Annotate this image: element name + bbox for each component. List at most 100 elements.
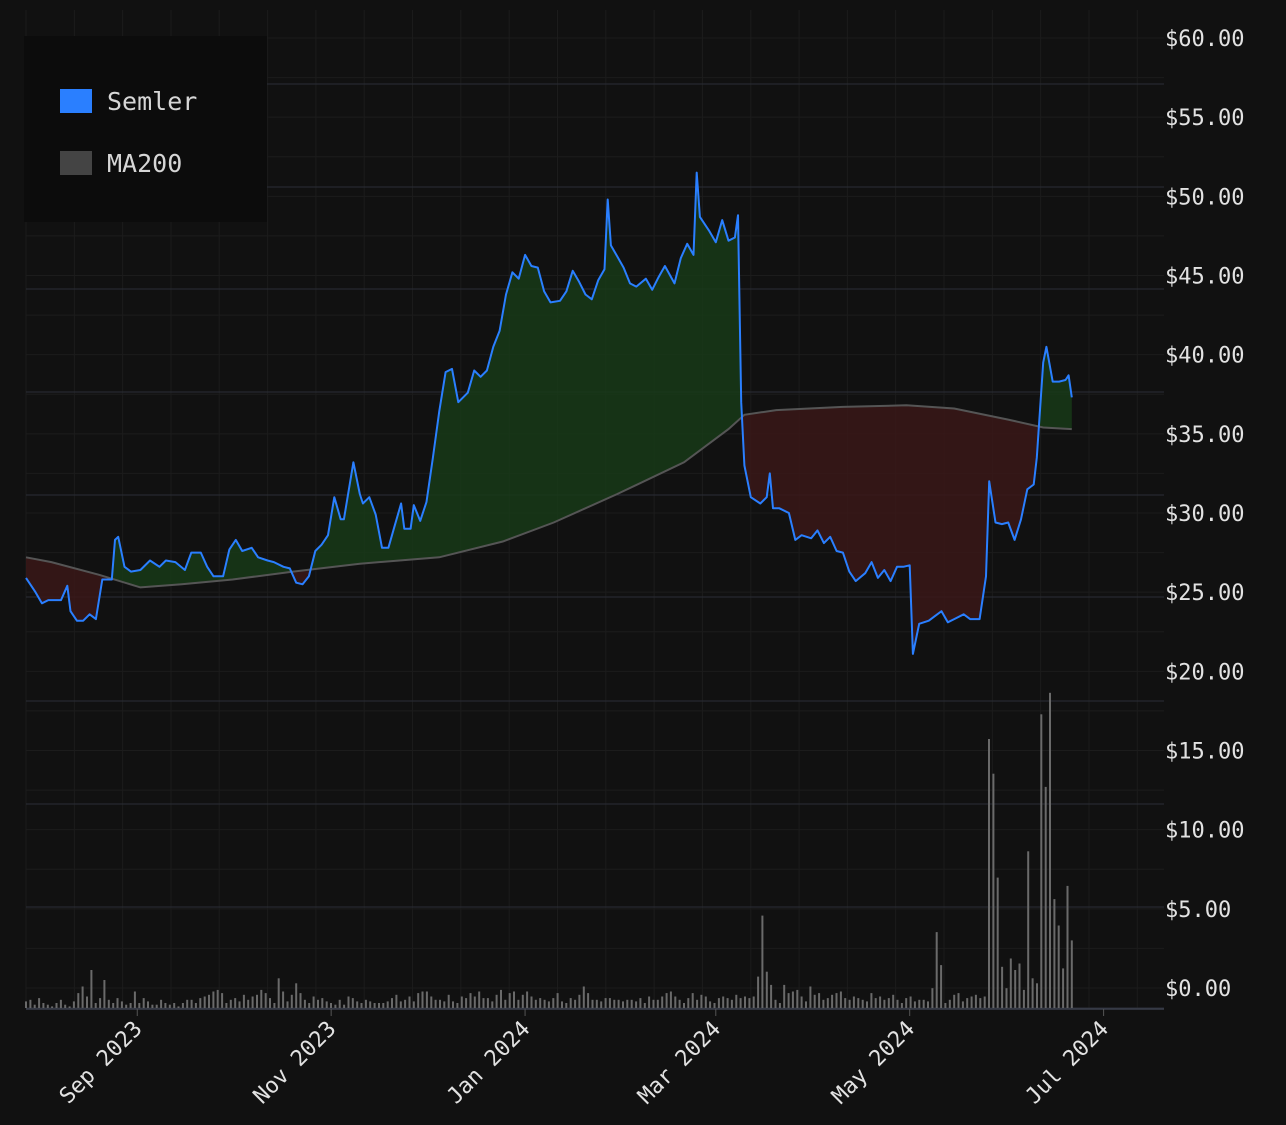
fill-above-ma	[310, 172, 742, 570]
volume-bar	[900, 1003, 903, 1008]
volume-bar	[800, 996, 803, 1008]
volume-bar	[364, 999, 367, 1009]
volume-bar	[269, 998, 271, 1008]
volume-bar	[543, 999, 546, 1009]
volume-bar	[42, 1003, 45, 1008]
volume-bar	[822, 999, 825, 1009]
x-axis: Sep 2023 Nov 2023 Jan 2024 Mar 2024 May 2024…	[55, 1009, 1114, 1109]
volume-bar	[887, 998, 890, 1008]
volume-bar	[1062, 968, 1065, 1008]
volume-bar	[517, 999, 520, 1009]
volume-bar	[909, 996, 912, 1008]
volume-bar	[164, 1003, 167, 1008]
volume-bars	[25, 692, 1164, 1010]
volume-bar	[325, 1001, 328, 1008]
volume-bar	[996, 877, 999, 1008]
volume-bar	[55, 1003, 58, 1008]
volume-bar	[608, 998, 611, 1008]
volume-bar	[482, 998, 485, 1008]
volume-bar	[469, 993, 472, 1008]
volume-bar	[378, 1003, 380, 1008]
volume-bar	[600, 1001, 603, 1008]
volume-bar	[852, 996, 855, 1008]
volume-bar	[486, 998, 489, 1008]
volume-bar	[661, 996, 664, 1008]
volume-bar	[112, 1003, 115, 1008]
volume-bar	[238, 1001, 241, 1008]
volume-bar	[966, 998, 969, 1008]
volume-bar	[308, 1003, 311, 1008]
volume-bar	[186, 999, 189, 1009]
y-tick-label: $40.00	[1165, 344, 1244, 369]
volume-bar	[539, 998, 542, 1008]
volume-bar	[961, 1001, 964, 1008]
volume-bar	[247, 999, 250, 1009]
volume-bar	[452, 1001, 454, 1008]
volume-bar	[761, 915, 764, 1008]
legend-swatch-ma200	[60, 151, 92, 175]
y-tick-label: $60.00	[1165, 27, 1244, 52]
volume-bar	[225, 1003, 228, 1008]
volume-bar	[391, 998, 393, 1008]
y-tick-label: $0.00	[1165, 977, 1231, 1002]
volume-bar	[940, 965, 943, 1008]
volume-bar	[260, 989, 263, 1009]
volume-bar	[160, 999, 163, 1009]
volume-bar	[77, 993, 80, 1008]
volume-bar	[129, 1003, 132, 1008]
volume-bar	[857, 998, 860, 1008]
volume-bar	[116, 998, 119, 1008]
volume-bar	[29, 999, 32, 1009]
volume-bar	[212, 991, 215, 1008]
volume-bar	[704, 996, 707, 1008]
volume-bar	[818, 993, 821, 1008]
legend: Semler MA200	[24, 36, 267, 222]
volume-bar	[513, 991, 515, 1008]
volume-bar	[103, 980, 106, 1009]
volume-bar	[356, 1001, 359, 1008]
volume-bar	[783, 984, 786, 1008]
volume-bar	[604, 998, 607, 1008]
volume-bar	[770, 984, 773, 1008]
volume-bar	[282, 991, 285, 1008]
fill-below-ma	[742, 405, 1039, 654]
volume-bar	[866, 1001, 868, 1008]
x-tick-label: Jan 2024	[443, 1017, 536, 1110]
volume-bar	[399, 1001, 402, 1008]
volume-bar	[635, 1001, 638, 1008]
volume-bar	[639, 998, 642, 1008]
volume-bar	[251, 996, 254, 1008]
y-tick-label: $45.00	[1165, 265, 1244, 290]
volume-bar	[526, 991, 529, 1008]
volume-bar	[722, 996, 725, 1008]
volume-bar	[953, 994, 956, 1008]
volume-bar	[848, 999, 851, 1009]
volume-bar	[578, 994, 581, 1008]
y-tick-label: $35.00	[1165, 423, 1244, 448]
volume-bar	[796, 989, 799, 1009]
volume-bar	[913, 1001, 916, 1008]
volume-bar	[587, 993, 590, 1008]
volume-bar	[1014, 970, 1017, 1008]
y-tick-label: $55.00	[1165, 106, 1244, 131]
volume-bar	[373, 1003, 376, 1008]
x-tick-label: Nov 2023	[249, 1017, 342, 1110]
volume-bar	[303, 999, 306, 1009]
volume-bar	[203, 996, 206, 1008]
volume-bar	[674, 996, 677, 1008]
volume-bar	[68, 1006, 71, 1008]
volume-bar	[918, 999, 921, 1009]
volume-bar	[979, 998, 982, 1008]
volume-bar	[591, 999, 594, 1009]
volume-bar	[805, 1001, 807, 1008]
volume-bar	[190, 999, 193, 1009]
legend-item-ma200: MA200	[60, 148, 182, 178]
volume-bar	[504, 999, 507, 1009]
volume-bar	[992, 773, 995, 1008]
volume-bar	[835, 993, 838, 1008]
volume-bar	[983, 996, 986, 1008]
volume-bar	[425, 991, 428, 1008]
volume-bar	[944, 1003, 947, 1008]
volume-bar	[1001, 966, 1004, 1009]
volume-bar	[242, 994, 245, 1008]
